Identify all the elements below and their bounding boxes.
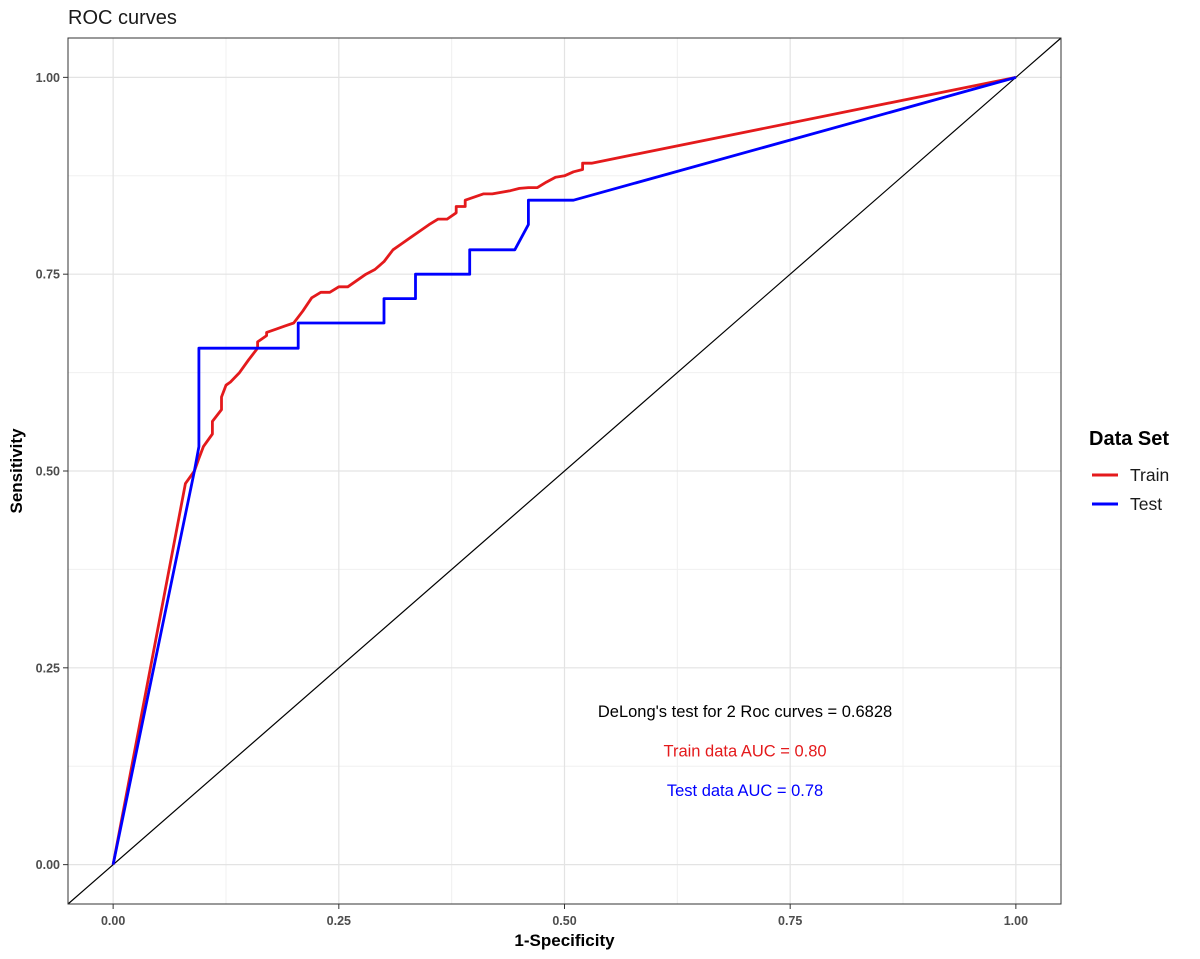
x-tick-label: 1.00 <box>1004 914 1028 928</box>
series-line-train <box>111 76 1017 865</box>
x-axis: 0.00 0.25 0.50 0.75 1.00 <box>101 904 1028 928</box>
y-tick-label: 0.75 <box>36 268 60 282</box>
annotation-text: Test data AUC = 0.78 <box>667 782 823 800</box>
x-tick-label: 0.50 <box>552 914 576 928</box>
y-axis: 0.00 0.25 0.50 0.75 1.00 <box>36 71 68 872</box>
series-line-test <box>111 76 1017 865</box>
reference-line-layer <box>67 37 1062 905</box>
y-tick-label: 0.25 <box>36 661 60 675</box>
legend-label-test: Test <box>1130 494 1162 514</box>
legend-items: Train Test <box>1092 465 1169 514</box>
annotation-text: Train data AUC = 0.80 <box>663 742 826 760</box>
x-tick-label: 0.00 <box>101 914 125 928</box>
x-tick-label: 0.25 <box>327 914 351 928</box>
y-tick-label: 0.50 <box>36 465 60 479</box>
y-tick-label: 0.00 <box>36 858 60 872</box>
reference-diagonal-line <box>67 37 1062 905</box>
legend-label-train: Train <box>1130 465 1169 485</box>
series-layer <box>111 76 1017 865</box>
x-tick-label: 0.75 <box>778 914 802 928</box>
x-axis-title: 1-Specificity <box>514 931 615 950</box>
chart-title: ROC curves <box>68 7 177 29</box>
plot-area: DeLong's test for 2 Roc curves = 0.6828 T… <box>67 37 1062 905</box>
y-tick-label: 1.00 <box>36 71 60 85</box>
legend-title: Data Set <box>1089 428 1169 450</box>
annotation-layer: DeLong's test for 2 Roc curves = 0.6828 T… <box>598 703 892 800</box>
annotation-text: DeLong's test for 2 Roc curves = 0.6828 <box>598 703 892 721</box>
y-axis-title: Sensitivity <box>7 428 26 514</box>
legend: Data Set Train Test <box>1089 428 1169 514</box>
